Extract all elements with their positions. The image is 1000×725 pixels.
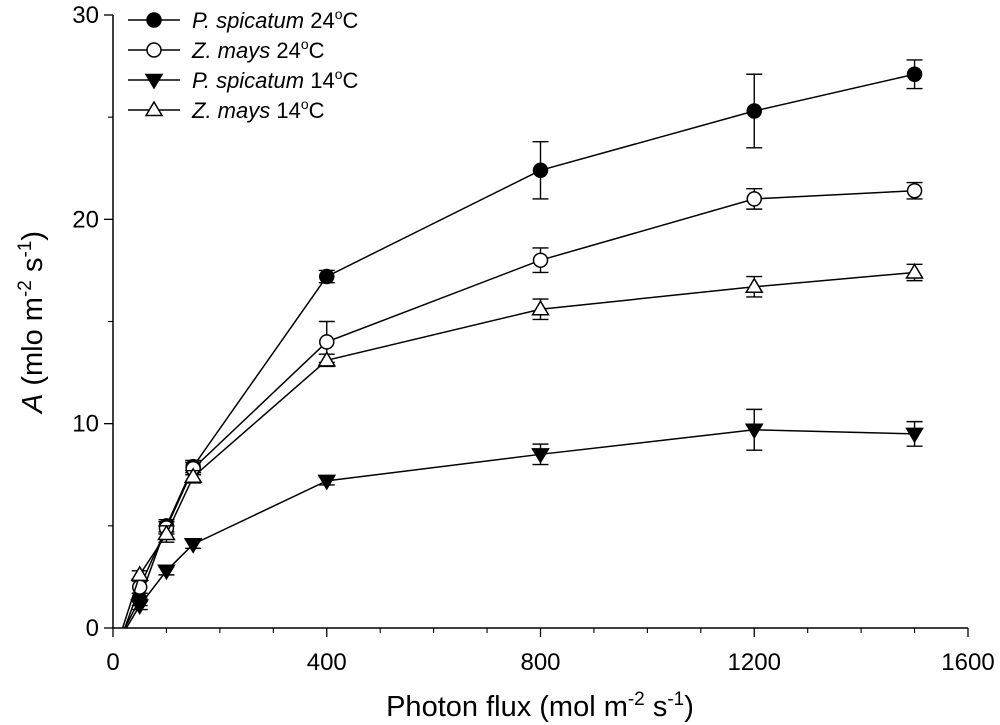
- data-point: [317, 350, 337, 367]
- legend-label: P. spicatum 24oC: [192, 6, 359, 33]
- data-point: [319, 334, 335, 350]
- axes: 0 400 800 1200 1600 0 10 20 30: [72, 2, 994, 676]
- y-tick-label: 30: [72, 2, 99, 29]
- y-axis-title: A (mlo m-2 s-1): [15, 231, 49, 415]
- data-point: [744, 423, 764, 440]
- series-1: [124, 59, 923, 629]
- data-point: [906, 182, 923, 199]
- data-point: [531, 299, 550, 316]
- x-axis-title: Photon flux (mol m-2 s-1): [386, 689, 694, 723]
- data-point: [905, 427, 924, 444]
- y-tick-label: 0: [86, 615, 99, 642]
- data-point: [319, 268, 335, 285]
- data-point: [532, 162, 549, 179]
- data-point: [906, 66, 923, 83]
- data-point: [130, 599, 150, 615]
- legend-marker: [146, 42, 162, 58]
- data-point: [183, 467, 203, 484]
- data-point: [746, 191, 762, 207]
- legend-entry-2: Z. mays 24oC: [128, 36, 325, 63]
- data-point: [157, 564, 176, 581]
- legend-marker: [146, 12, 162, 28]
- legend-entry-1: P. spicatum 24oC: [128, 6, 359, 33]
- legend-marker: [144, 73, 164, 90]
- data-point: [531, 448, 550, 464]
- series-4: [121, 262, 924, 629]
- data-point: [317, 474, 337, 491]
- legend-label: P. spicatum 14oC: [192, 66, 359, 93]
- legend-entry-4: Z. mays 14oC: [128, 96, 325, 123]
- data-point: [157, 524, 176, 541]
- x-tick-label: 1200: [728, 649, 781, 676]
- x-tick-label: 400: [307, 649, 347, 676]
- series-line: [125, 429, 915, 629]
- legend-label: Z. mays 14oC: [191, 96, 325, 123]
- series-3: [125, 408, 924, 629]
- y-tick-label: 20: [72, 206, 99, 233]
- x-tick-label: 1600: [941, 649, 994, 676]
- series-line: [121, 271, 915, 629]
- data-point: [905, 262, 924, 279]
- series-line: [124, 73, 915, 629]
- x-tick-label: 0: [106, 649, 119, 676]
- legend-label: Z. mays 24oC: [191, 36, 325, 63]
- data-point: [130, 565, 150, 582]
- legend-marker: [144, 100, 164, 117]
- series-2: [124, 181, 923, 629]
- data-point: [746, 103, 762, 119]
- legend: P. spicatum 24oC Z. mays 24oC P. spicatum …: [128, 6, 359, 123]
- data-point: [183, 537, 203, 554]
- x-tick-label: 800: [520, 649, 560, 676]
- y-tick-label: 10: [72, 411, 99, 438]
- series-line: [124, 189, 915, 629]
- data-point: [532, 252, 549, 268]
- data-point: [744, 277, 764, 294]
- legend-entry-3: P. spicatum 14oC: [128, 66, 359, 93]
- series-layer: [121, 59, 924, 629]
